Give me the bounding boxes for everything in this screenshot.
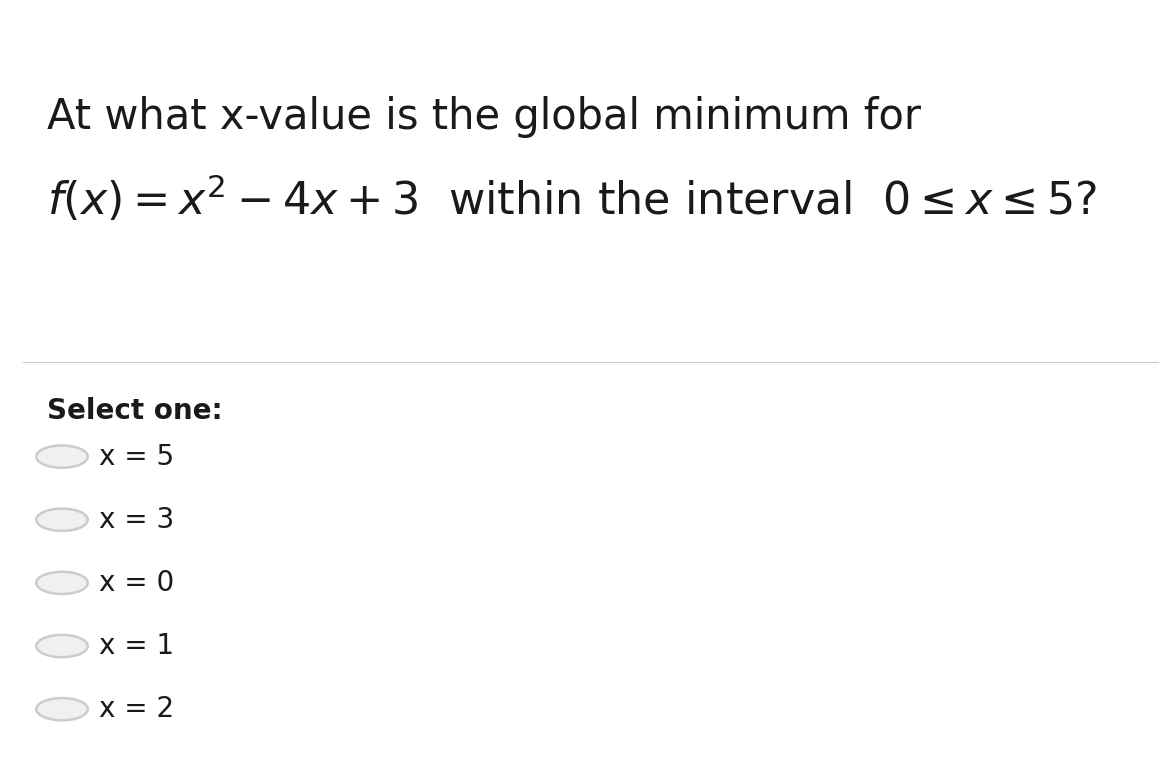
Ellipse shape <box>36 509 88 531</box>
Ellipse shape <box>36 635 88 657</box>
Ellipse shape <box>36 446 88 467</box>
Ellipse shape <box>36 698 88 720</box>
Text: x = 1: x = 1 <box>99 632 174 660</box>
Text: Select one:: Select one: <box>47 397 222 424</box>
Ellipse shape <box>36 572 88 594</box>
Text: x = 5: x = 5 <box>99 443 174 470</box>
Text: x = 2: x = 2 <box>99 695 174 723</box>
Text: $f(x) = x^2 - 4x + 3$  within the interval  $0 \leq x \leq 5$?: $f(x) = x^2 - 4x + 3$ within the interva… <box>47 173 1097 224</box>
Text: At what x-value is the global minimum for: At what x-value is the global minimum fo… <box>47 96 921 139</box>
Text: x = 3: x = 3 <box>99 506 174 534</box>
Text: x = 0: x = 0 <box>99 569 174 597</box>
